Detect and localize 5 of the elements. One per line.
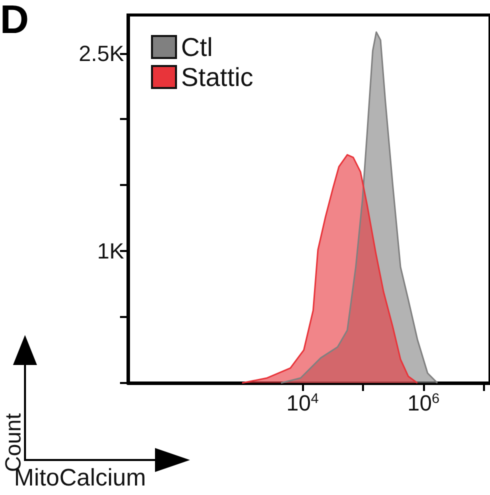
text: D xyxy=(0,0,29,42)
legend-label: Stattic xyxy=(181,62,254,92)
y-tick-label: 1K xyxy=(97,238,124,264)
legend-label: Ctl xyxy=(181,32,213,62)
y-tick-label: 2.5K xyxy=(78,40,124,66)
